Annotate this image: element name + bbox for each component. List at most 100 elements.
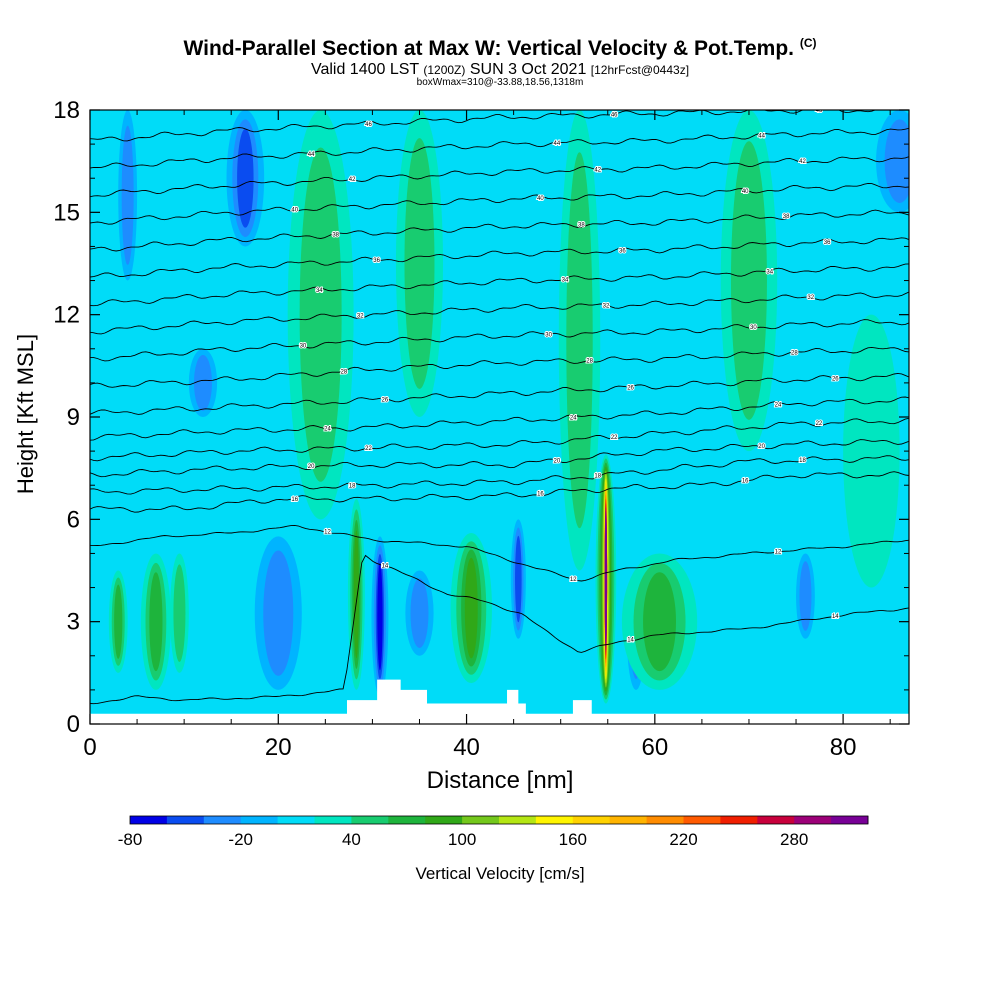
contour-label: 34 xyxy=(316,288,323,294)
colorbar-swatch xyxy=(794,816,832,824)
chart-title-mark: (C) xyxy=(799,36,817,50)
terrain-profile xyxy=(90,679,909,724)
contour-label: 34 xyxy=(766,270,773,276)
colorbar-swatch xyxy=(130,816,168,824)
x-tick-label: 80 xyxy=(830,734,857,761)
contour-label: 18 xyxy=(349,484,356,490)
colorbar-swatch xyxy=(831,816,869,824)
contour-label: 36 xyxy=(824,240,831,246)
chart-title: Wind-Parallel Section at Max W: Vertical… xyxy=(0,36,1000,61)
colorbar-tick-label: -80 xyxy=(118,830,143,849)
contour-label: 26 xyxy=(627,385,634,391)
contour-label: 42 xyxy=(594,167,601,173)
contour-label: 16 xyxy=(291,497,298,503)
velocity-band xyxy=(843,314,900,588)
colorbar-tick-label: 280 xyxy=(780,830,808,849)
velocity-field xyxy=(90,110,909,724)
velocity-band xyxy=(884,119,909,203)
downdraft-1 xyxy=(254,536,302,690)
contour-label: 22 xyxy=(611,435,618,441)
contour-label: 20 xyxy=(553,459,560,465)
contour-label: 16 xyxy=(537,492,544,498)
downdraft-2 xyxy=(510,519,526,639)
velocity-band xyxy=(263,550,294,676)
bl-contour-14 xyxy=(90,554,909,705)
velocity-band xyxy=(643,572,677,672)
colorbar-swatch xyxy=(351,816,389,824)
x-axis-label: Distance [nm] xyxy=(426,767,574,794)
colorbar-swatch xyxy=(240,816,279,824)
isentrope-42 xyxy=(90,156,909,198)
chart-subsubtitle: boxWmax=310@-33.88,18.56,1318m xyxy=(416,77,584,88)
y-axis-label: Height [Kft MSL] xyxy=(13,333,38,495)
contour-label: 28 xyxy=(341,369,348,375)
contour-label: 18 xyxy=(799,458,806,464)
chart-subtitle: Valid 1400 LST (1200Z) SUN 3 Oct 2021 [1… xyxy=(0,61,1000,79)
velocity-band xyxy=(464,557,478,659)
colorbar: -80 -20 40 100 160 220 280 xyxy=(118,815,869,849)
contour-label: 20 xyxy=(758,444,765,450)
contour-label: 12 xyxy=(775,549,782,555)
isentrope-32 xyxy=(90,291,909,335)
contour-label: 14 xyxy=(627,638,634,644)
updraft-21 xyxy=(843,314,900,588)
contour-label: 40 xyxy=(537,196,544,202)
contour-label: 44 xyxy=(758,134,765,140)
downdraft-6 xyxy=(796,553,815,639)
colorbar-swatch xyxy=(572,816,611,824)
colorbar-frame xyxy=(129,815,869,825)
contour-label: 34 xyxy=(562,277,569,283)
colorbar-tick-label: 220 xyxy=(669,830,697,849)
y-tick-label: 12 xyxy=(53,302,80,329)
isentrope-16 xyxy=(90,471,909,513)
contour-label: 20 xyxy=(308,464,315,470)
isentrope-18 xyxy=(90,455,909,495)
isentrope-46 xyxy=(90,110,909,142)
isentrope-22 xyxy=(90,417,909,462)
terrain xyxy=(90,679,909,724)
downdraft-0 xyxy=(371,536,389,697)
contour-label: 12 xyxy=(324,530,331,536)
colorbar-swatch xyxy=(499,816,537,824)
downdraft-4 xyxy=(118,110,138,281)
contour-label: 28 xyxy=(586,359,593,365)
x-tick-label: 60 xyxy=(641,734,668,761)
velocity-band xyxy=(237,128,254,228)
contour-label: 32 xyxy=(603,304,610,310)
colorbar-swatch xyxy=(683,816,721,824)
updraft-13 xyxy=(621,553,698,690)
colorbar-swatch xyxy=(609,816,648,824)
isentrope-30 xyxy=(90,319,909,362)
contour-label: 30 xyxy=(300,343,307,349)
contour-label: 12 xyxy=(570,577,577,583)
colorbar-swatch xyxy=(646,816,684,824)
colorbar-swatch xyxy=(757,816,795,824)
y-tick-label: 15 xyxy=(53,199,80,226)
colorbar-tick-label: -20 xyxy=(228,830,253,849)
updraft-10 xyxy=(595,454,617,704)
colorbar-tick-label: 40 xyxy=(342,830,361,849)
velocity-band xyxy=(121,125,134,265)
colorbar-swatch xyxy=(462,816,500,824)
x-tick-label: 0 xyxy=(83,734,96,761)
velocity-band xyxy=(377,562,383,671)
updraft-19 xyxy=(395,110,444,417)
updraft-11 xyxy=(347,498,365,690)
isentrope-36 xyxy=(90,237,909,278)
chart-title-text: Wind-Parallel Section at Max W: Vertical… xyxy=(183,37,794,60)
updraft-15 xyxy=(108,570,128,673)
contour-label: 38 xyxy=(783,214,790,220)
velocity-band xyxy=(149,572,163,672)
velocity-band xyxy=(404,138,435,389)
contour-label: 36 xyxy=(373,258,380,264)
y-tick-label: 0 xyxy=(67,711,80,738)
velocity-band xyxy=(410,578,429,648)
contour-label: 26 xyxy=(832,376,839,382)
isentrope-34 xyxy=(90,263,909,307)
downdraft-7 xyxy=(405,570,434,656)
velocity-band xyxy=(114,584,123,659)
colorbar-tick-label: 160 xyxy=(559,830,587,849)
contour-label: 22 xyxy=(816,421,823,427)
subtitle-forecast: [12hrFcst@0443z] xyxy=(590,63,690,77)
